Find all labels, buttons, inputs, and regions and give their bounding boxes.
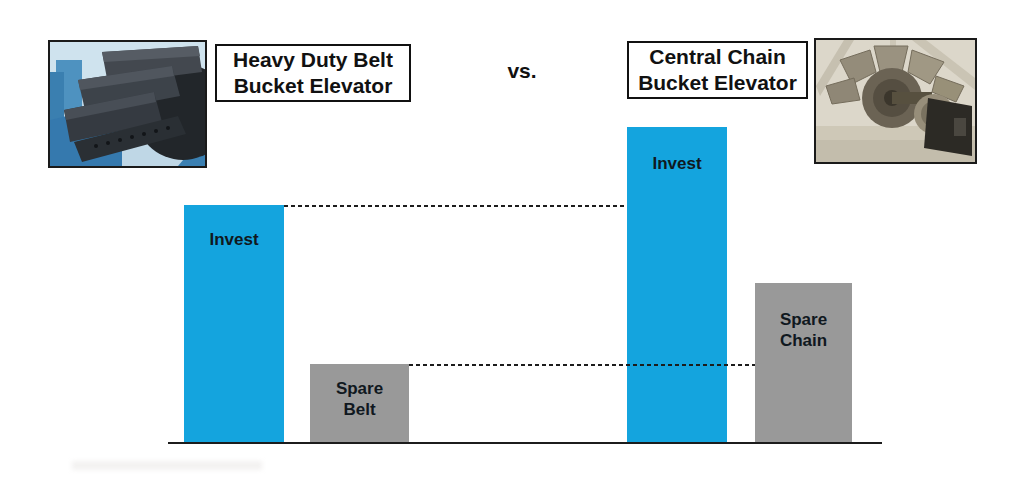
bar-invest-belt: Invest — [184, 205, 284, 442]
left-title-box: Heavy Duty Belt Bucket Elevator — [215, 44, 411, 102]
bar-label-line2: Chain — [780, 330, 827, 351]
belt-elevator-photo-art — [50, 42, 205, 166]
left-title-line2: Bucket Elevator — [234, 73, 393, 99]
bar-invest-chain: Invest — [627, 127, 727, 442]
comparison-dashed-line-invest — [284, 205, 627, 207]
bar-spare-belt: Spare Belt — [310, 364, 409, 442]
comparison-dashed-line-spare — [409, 364, 755, 366]
bar-label: Invest — [209, 229, 258, 250]
right-title-box: Central Chain Bucket Elevator — [627, 41, 808, 99]
bar-label: Spare — [336, 378, 383, 399]
bar-label: Spare — [780, 309, 827, 330]
vs-label: vs. — [489, 59, 555, 83]
left-title-line1: Heavy Duty Belt — [233, 47, 393, 73]
chain-elevator-photo — [814, 38, 977, 164]
bar-label: Invest — [652, 153, 701, 174]
comparison-slide: Heavy Duty Belt Bucket Elevator vs. Cent… — [0, 0, 1034, 483]
right-title-line2: Bucket Elevator — [638, 70, 797, 96]
belt-elevator-photo — [48, 40, 207, 168]
chart-baseline — [168, 442, 882, 444]
faint-artifact — [72, 461, 262, 470]
right-title-line1: Central Chain — [649, 44, 786, 70]
chain-elevator-photo-art — [816, 40, 975, 162]
bar-label-line2: Belt — [343, 399, 375, 420]
bar-spare-chain: Spare Chain — [755, 283, 852, 442]
